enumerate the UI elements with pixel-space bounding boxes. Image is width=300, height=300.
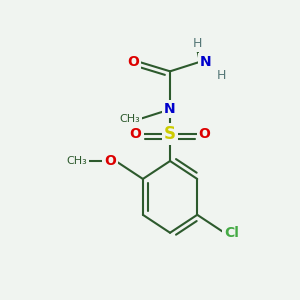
Text: O: O [127,55,139,69]
Text: N: N [164,102,176,116]
Text: H: H [193,37,202,50]
Text: CH₃: CH₃ [66,156,87,166]
Text: S: S [164,125,176,143]
Text: O: O [130,127,142,141]
Text: H: H [216,69,226,82]
Text: O: O [104,154,116,168]
Text: CH₃: CH₃ [119,114,140,124]
Text: N: N [200,55,212,69]
Text: O: O [199,127,211,141]
Text: Cl: Cl [224,226,239,240]
